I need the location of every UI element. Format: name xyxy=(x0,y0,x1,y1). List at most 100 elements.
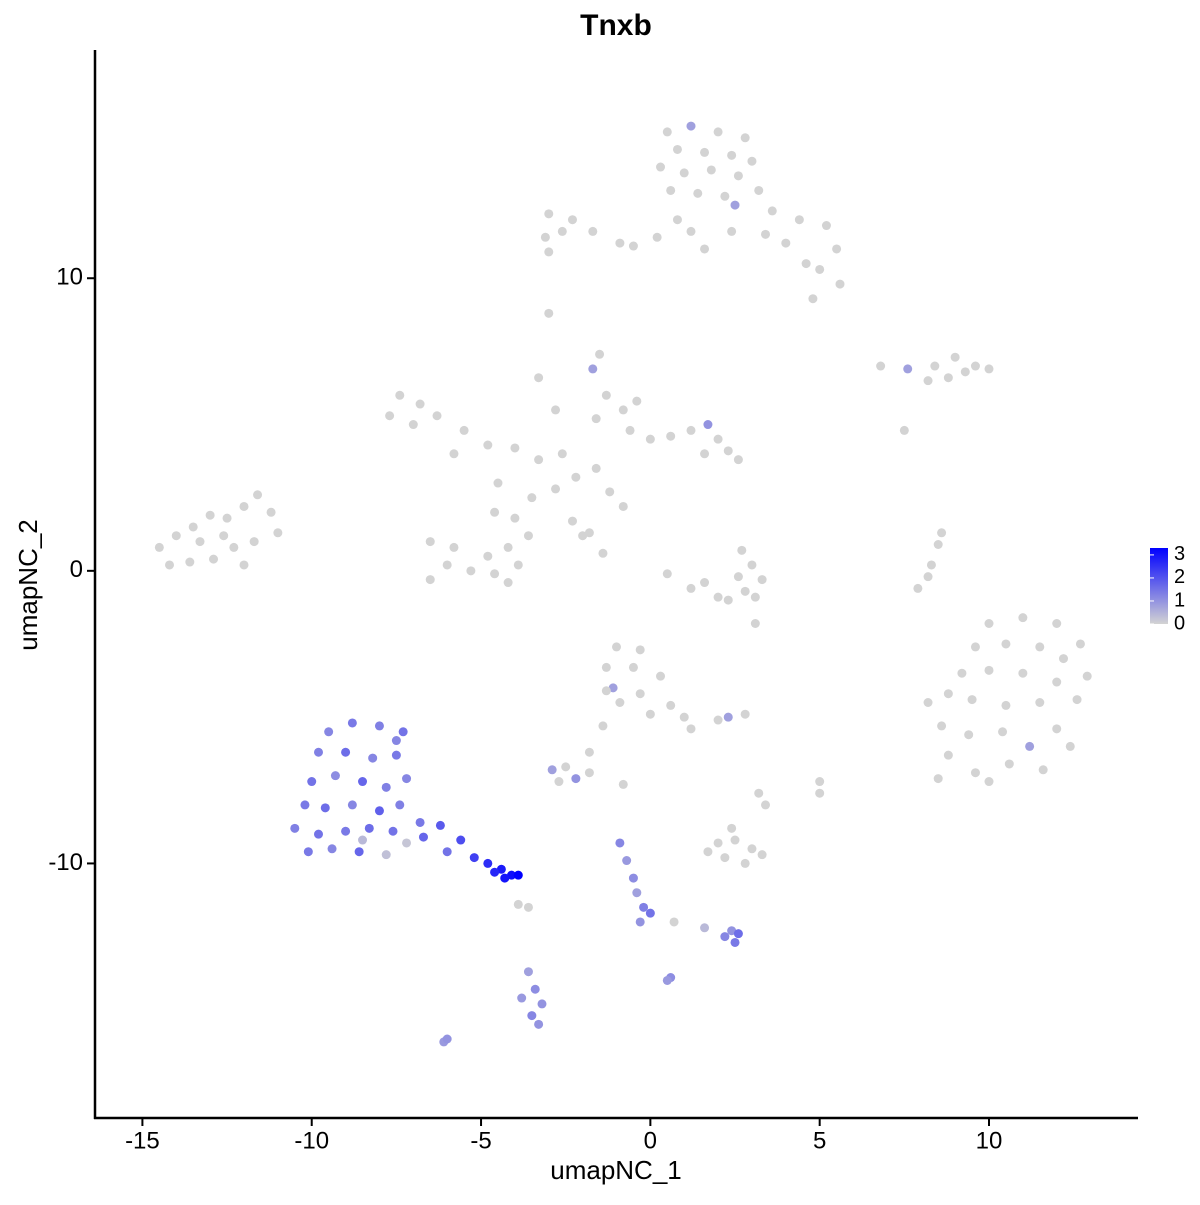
point xyxy=(706,165,716,175)
point xyxy=(876,361,886,371)
point xyxy=(808,294,818,304)
point xyxy=(523,967,533,977)
point xyxy=(747,156,757,166)
point xyxy=(1035,642,1045,652)
point xyxy=(534,455,544,465)
point xyxy=(1052,619,1062,629)
point xyxy=(320,803,330,813)
point xyxy=(219,531,229,541)
point xyxy=(456,835,466,845)
point xyxy=(686,724,696,734)
point xyxy=(557,449,567,459)
point xyxy=(933,539,943,549)
point xyxy=(970,768,980,778)
point xyxy=(324,727,334,737)
point xyxy=(253,490,263,500)
point xyxy=(388,826,398,836)
point xyxy=(523,902,533,912)
point xyxy=(391,750,401,760)
point xyxy=(395,390,405,400)
point xyxy=(923,376,933,386)
point xyxy=(723,595,733,605)
x-tick-label: -10 xyxy=(294,1127,329,1154)
point xyxy=(899,425,909,435)
point xyxy=(490,507,500,517)
point xyxy=(341,826,351,836)
point xyxy=(381,850,391,860)
point xyxy=(229,542,239,552)
point xyxy=(503,542,513,552)
point xyxy=(188,522,198,532)
point xyxy=(686,226,696,236)
point xyxy=(666,185,676,195)
point xyxy=(815,777,825,787)
point xyxy=(645,709,655,719)
point xyxy=(757,575,767,585)
point xyxy=(628,662,638,672)
point xyxy=(507,870,517,880)
point xyxy=(740,586,750,596)
point xyxy=(815,788,825,798)
point xyxy=(998,727,1008,737)
point xyxy=(754,185,764,195)
point xyxy=(656,162,666,172)
point xyxy=(628,873,638,883)
point xyxy=(601,662,611,672)
point xyxy=(943,689,953,699)
point xyxy=(578,531,588,541)
point xyxy=(950,352,960,362)
point xyxy=(652,232,662,242)
point xyxy=(913,583,923,593)
point xyxy=(493,478,503,488)
point xyxy=(612,642,621,652)
point xyxy=(483,858,493,868)
point xyxy=(341,747,351,757)
y-tick-label: 0 xyxy=(70,556,83,583)
point xyxy=(347,718,357,728)
point xyxy=(832,244,842,254)
point xyxy=(1065,741,1075,751)
point xyxy=(303,847,313,857)
point xyxy=(747,560,757,570)
point xyxy=(591,463,601,473)
point xyxy=(656,671,666,681)
point xyxy=(567,516,577,526)
point xyxy=(171,531,181,541)
point xyxy=(628,241,638,251)
point xyxy=(923,572,933,582)
colorbar xyxy=(1150,548,1168,624)
point xyxy=(727,226,737,236)
point xyxy=(1035,698,1045,708)
point xyxy=(700,578,710,588)
point xyxy=(679,168,689,178)
point xyxy=(483,440,493,450)
point xyxy=(967,695,977,705)
point xyxy=(418,832,428,842)
point xyxy=(534,1019,544,1029)
point xyxy=(571,472,581,482)
point xyxy=(635,917,645,927)
point xyxy=(185,557,195,567)
point xyxy=(730,937,740,947)
y-tick-label: -10 xyxy=(48,849,83,876)
point xyxy=(700,244,710,254)
point xyxy=(239,501,249,511)
x-tick-label: -5 xyxy=(470,1127,491,1154)
point xyxy=(595,349,605,359)
point xyxy=(970,642,980,652)
point xyxy=(1072,695,1082,705)
point xyxy=(666,700,676,710)
point xyxy=(537,999,547,1009)
point xyxy=(686,425,696,435)
point xyxy=(330,771,340,781)
point xyxy=(632,888,642,898)
y-tick-label: 10 xyxy=(56,264,83,291)
point xyxy=(662,569,672,579)
point xyxy=(727,150,737,160)
point xyxy=(154,542,164,552)
point xyxy=(591,414,601,424)
point xyxy=(402,838,412,848)
point xyxy=(1038,765,1048,775)
point xyxy=(733,929,743,939)
point xyxy=(1052,677,1062,687)
